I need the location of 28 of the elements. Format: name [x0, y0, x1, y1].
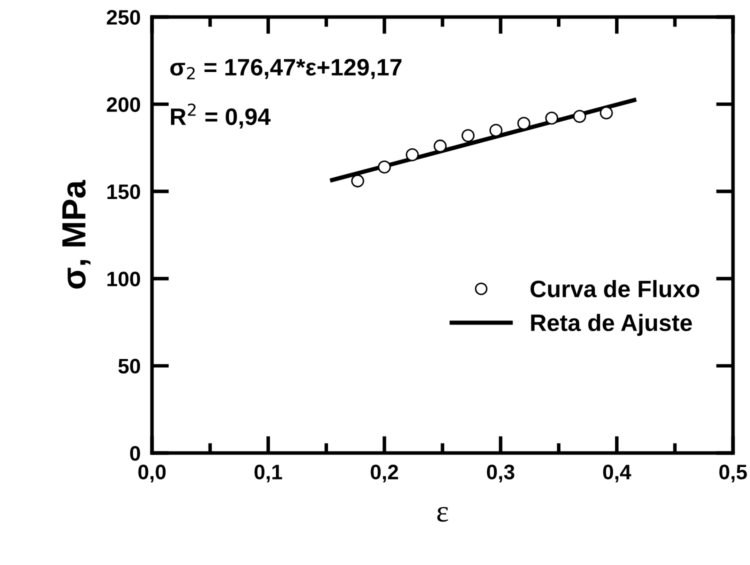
x-tick-label: 0,0	[138, 464, 166, 482]
point	[351, 174, 364, 188]
y-tick-label: 200	[106, 97, 140, 112]
point	[489, 124, 502, 137]
point	[434, 140, 447, 153]
legend-label: Reta de Ajuste	[531, 314, 692, 336]
y-tick-label: 100	[107, 272, 140, 286]
x-axis-title: ε	[437, 507, 448, 522]
point	[462, 129, 475, 142]
annotation: R$^{2}$ = 0,94	[171, 104, 271, 128]
y-axis-title: σ, MPa	[62, 180, 90, 289]
y-tick-label: 50	[118, 358, 140, 374]
point	[545, 112, 558, 125]
x-tick-label: 0,4	[603, 464, 632, 482]
point	[378, 160, 391, 174]
legend-label: Curva de Fluxo	[530, 280, 700, 298]
y-tick-label: 150	[107, 184, 140, 200]
x-tick-label: 0,3	[486, 464, 514, 482]
x-tick-label: 0,1	[254, 464, 282, 482]
point	[600, 106, 613, 120]
point	[573, 110, 586, 123]
x-tick-label: 0,5	[719, 464, 747, 482]
y-tick-label: 250	[106, 10, 140, 25]
point	[517, 116, 530, 130]
x-tick-label: 0,2	[370, 464, 398, 482]
y-tick-label: 0	[130, 446, 140, 461]
point	[406, 148, 419, 162]
annotation: σ$_{2}$ = 176,47*ε+129,17	[170, 58, 402, 80]
